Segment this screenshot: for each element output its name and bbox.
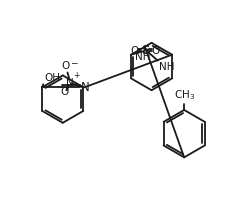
Text: S: S xyxy=(141,44,149,57)
Text: N: N xyxy=(66,78,73,88)
Text: O: O xyxy=(60,87,69,97)
Text: N: N xyxy=(81,81,90,94)
Text: −: − xyxy=(70,58,78,68)
Text: OH: OH xyxy=(44,73,60,83)
Text: O: O xyxy=(130,46,138,56)
Text: O: O xyxy=(152,46,160,56)
Text: O: O xyxy=(61,61,70,71)
Text: CH$_3$: CH$_3$ xyxy=(174,88,195,102)
Text: NH: NH xyxy=(159,62,174,72)
Text: NH: NH xyxy=(135,52,151,62)
Text: +: + xyxy=(73,71,80,80)
